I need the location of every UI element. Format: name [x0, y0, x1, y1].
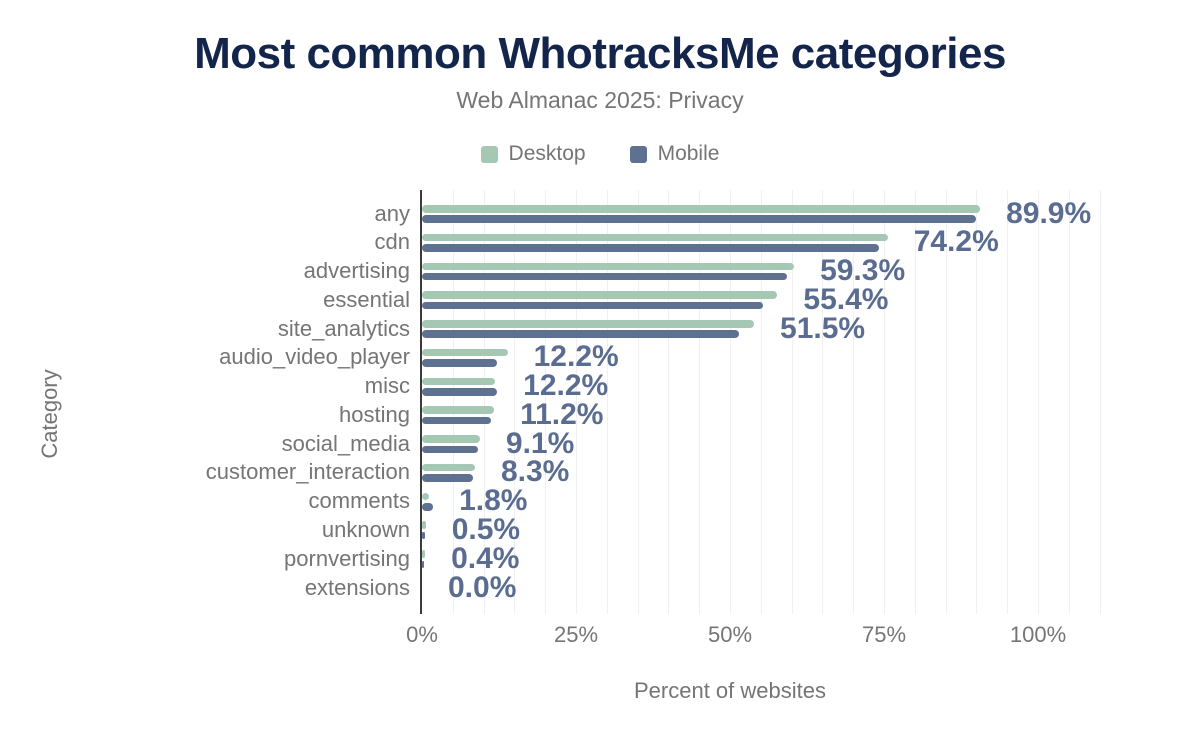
category-label-pornvertising: pornvertising	[284, 545, 410, 571]
gridline	[884, 190, 885, 614]
mobile-bar-customer_interaction[interactable]	[422, 474, 474, 482]
gridline	[1007, 190, 1009, 614]
gridline	[637, 190, 639, 614]
category-label-any: any	[374, 200, 410, 226]
desktop-bar-audio_video_player[interactable]	[422, 348, 508, 357]
value-label-any: 89.9%	[1006, 196, 1092, 230]
gridline	[452, 190, 454, 614]
desktop-bar-unknown[interactable]	[422, 521, 426, 529]
gridline	[730, 190, 731, 614]
category-label-customer_interaction: customer_interaction	[205, 459, 410, 485]
mobile-bar-advertising[interactable]	[422, 272, 788, 281]
value-label-unknown: 0.5%	[451, 512, 521, 546]
category-label-extensions: extensions	[304, 574, 410, 600]
category-label-essential: essential	[323, 286, 410, 312]
gridline	[822, 190, 824, 614]
value-label-hosting: 11.2%	[520, 397, 604, 431]
gridline	[1068, 190, 1070, 614]
gridline	[699, 190, 701, 614]
x-axis-tick-100: 100%	[1009, 622, 1067, 647]
value-label-social_media: 9.1%	[505, 426, 575, 460]
mobile-bar-unknown[interactable]	[422, 531, 426, 540]
category-label-site_analytics: site_analytics	[277, 315, 410, 341]
desktop-bar-pornvertising[interactable]	[422, 550, 426, 558]
mobile-bar-cdn[interactable]	[422, 244, 880, 252]
plot-area: any 89.9% cdn 74.2% advertising 59.3% essentia…	[206, 190, 1116, 647]
gridline	[976, 190, 978, 614]
desktop-bar-customer_interaction[interactable]	[422, 463, 475, 472]
legend-label-mobile: Mobile	[657, 142, 720, 165]
category-label-audio_video_player: audio_video_player	[219, 344, 410, 370]
gridline	[576, 190, 577, 614]
desktop-bar-misc[interactable]	[422, 377, 496, 386]
value-label-advertising: 59.3%	[820, 254, 906, 288]
desktop-bar-social_media[interactable]	[422, 435, 480, 443]
value-label-pornvertising: 0.4%	[451, 541, 520, 575]
mobile-bar-audio_video_player[interactable]	[422, 359, 498, 367]
value-label-comments: 1.8%	[459, 484, 528, 518]
legend-swatch-mobile	[629, 145, 647, 163]
desktop-bar-site_analytics[interactable]	[422, 320, 755, 328]
mobile-bar-hosting[interactable]	[422, 416, 491, 425]
gridline	[668, 190, 670, 614]
mobile-bar-social_media[interactable]	[422, 445, 479, 454]
mobile-bar-comments[interactable]	[422, 503, 434, 511]
gridline	[945, 190, 947, 614]
chart-subtitle: Web Almanac 2025: Privacy	[456, 87, 744, 113]
category-label-hosting: hosting	[339, 401, 410, 427]
gridline	[791, 190, 793, 614]
category-label-comments: comments	[308, 488, 410, 514]
gridline	[760, 190, 762, 614]
legend-item-desktop: Desktop	[480, 142, 586, 166]
desktop-bar-cdn[interactable]	[422, 233, 888, 242]
desktop-bar-any[interactable]	[422, 205, 981, 213]
mobile-bar-misc[interactable]	[422, 388, 498, 396]
mobile-bar-pornvertising[interactable]	[422, 560, 425, 569]
gridline	[1038, 190, 1039, 614]
desktop-bar-advertising[interactable]	[422, 262, 795, 271]
mobile-bar-any[interactable]	[422, 215, 976, 223]
value-label-extensions: 0.0%	[448, 570, 517, 604]
value-label-customer_interaction: 8.3%	[500, 455, 570, 489]
legend-item-mobile: Mobile	[629, 142, 720, 166]
gridline	[545, 190, 547, 614]
x-axis-tick-75: 75%	[861, 622, 907, 647]
chart-title: Most common WhotracksMe categories	[194, 29, 1006, 78]
gridline	[914, 190, 916, 614]
gridline	[606, 190, 608, 614]
legend-swatch-desktop	[480, 145, 498, 163]
category-label-advertising: advertising	[303, 258, 410, 284]
value-label-essential: 55.4%	[803, 282, 889, 316]
gridline	[483, 190, 485, 614]
desktop-bar-hosting[interactable]	[422, 406, 495, 414]
y-axis-title-text: Category	[37, 369, 62, 459]
value-label-audio_video_player: 12.2%	[533, 340, 619, 374]
category-label-unknown: unknown	[321, 516, 410, 542]
mobile-bar-essential[interactable]	[422, 301, 764, 310]
category-label-cdn: cdn	[374, 229, 410, 255]
gridline	[853, 190, 855, 614]
gridline	[1099, 190, 1101, 614]
value-label-site_analytics: 51.5%	[780, 311, 866, 345]
x-axis-tick-50: 50%	[707, 622, 753, 647]
desktop-bar-comments[interactable]	[422, 492, 430, 501]
value-label-cdn: 74.2%	[913, 225, 999, 259]
x-axis-title: Percent of websites	[634, 678, 826, 703]
x-axis-tick-0: 0%	[406, 622, 438, 647]
gridline	[514, 190, 516, 614]
mobile-bar-site_analytics[interactable]	[422, 330, 740, 338]
desktop-bar-essential[interactable]	[422, 291, 778, 299]
x-axis-tick-25: 25%	[553, 622, 599, 647]
legend: Desktop Mobile	[0, 140, 1200, 168]
category-label-social_media: social_media	[281, 430, 410, 456]
value-label-misc: 12.2%	[523, 369, 609, 403]
y-axis-line	[420, 190, 422, 614]
legend-label-desktop: Desktop	[508, 142, 586, 165]
category-label-misc: misc	[364, 373, 410, 399]
